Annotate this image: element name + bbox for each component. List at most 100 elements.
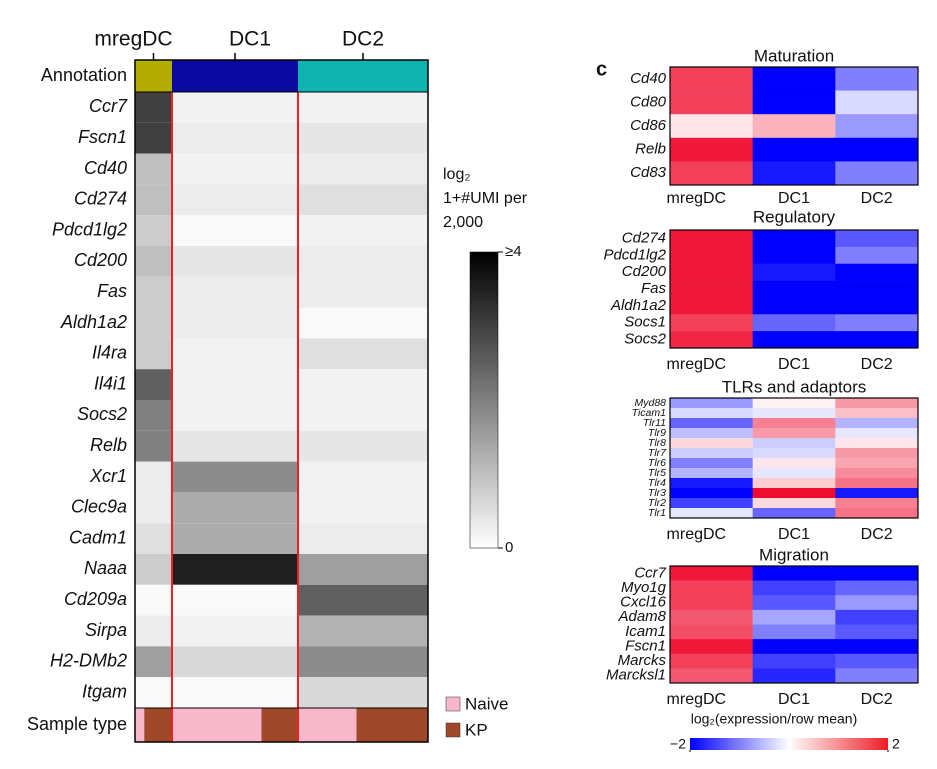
heatmap-cell [298, 523, 428, 554]
heatmap-cell [670, 624, 753, 640]
row-label: Tlr11 [643, 417, 666, 429]
sample-segment [144, 708, 172, 742]
row-label: Tlr5 [648, 467, 666, 479]
row-label: Tlr7 [648, 447, 667, 459]
heatmap-cell [752, 488, 836, 499]
row-label: Socs1 [624, 314, 666, 331]
heatmap-cell [835, 639, 919, 655]
panel-title: Migration [759, 545, 829, 564]
heatmap-cell [835, 438, 919, 449]
heatmap-cell [298, 430, 428, 462]
heatmap-cell [135, 492, 172, 524]
heatmap-cell [670, 314, 753, 332]
heatmap-cell [835, 263, 919, 281]
heatmap-cell [298, 369, 428, 400]
heatmap-cell [835, 398, 919, 409]
heatmap-cell [752, 67, 836, 91]
heatmap-cell [135, 338, 172, 370]
row-label: Clec9a [71, 497, 127, 517]
row-label: Relb [90, 435, 127, 455]
colorbar-label: 1+#UMI per [443, 190, 528, 207]
colorbar [469, 251, 499, 549]
heatmap-cell [752, 668, 836, 684]
row-label: Myd88 [634, 397, 666, 409]
heatmap-cell [172, 554, 298, 585]
panel-frame [669, 565, 919, 684]
heatmap-cell [752, 161, 836, 186]
heatmap-cell [135, 276, 172, 308]
panel-title: Maturation [754, 46, 834, 65]
heatmap-cell [752, 280, 836, 298]
heatmap-cell [835, 458, 919, 469]
row-label: Ticam1 [632, 407, 666, 419]
heatmap-cell [298, 307, 428, 339]
heatmap-cell [135, 92, 172, 123]
heatmap-cell [670, 428, 753, 439]
row-label: Cd40 [630, 70, 667, 87]
heatmap-cell [670, 408, 753, 419]
row-label: Ccr7 [634, 564, 666, 581]
heatmap-cell [670, 488, 753, 499]
heatmap-cell [835, 67, 919, 91]
heatmap-cell [670, 609, 753, 625]
heatmap-cell [835, 314, 919, 332]
row-label: Tlr2 [648, 497, 666, 509]
column-label: DC1 [778, 526, 810, 543]
sample-segment [298, 708, 357, 742]
heatmap-cell [752, 478, 836, 489]
row-label: Il4ra [92, 343, 127, 363]
heatmap-cell [752, 90, 836, 115]
row-label: Socs2 [624, 331, 666, 348]
heatmap-cell [835, 468, 919, 479]
heatmap-cell [835, 230, 919, 248]
row-label: Tlr9 [648, 427, 666, 439]
heatmap-cell [752, 595, 836, 611]
heatmap-cell [172, 246, 298, 277]
sample-segment [356, 708, 428, 742]
row-label: Cd209a [64, 589, 127, 609]
heatmap-cell [670, 246, 753, 265]
heatmap-cell [172, 584, 298, 616]
heatmap-cell [752, 624, 836, 640]
heatmap-cell [298, 461, 428, 493]
column-label: DC2 [861, 356, 893, 373]
heatmap-cell [298, 677, 428, 708]
heatmap-cell [135, 153, 172, 185]
row-label: Ccr7 [89, 96, 128, 116]
heatmap-cell [172, 215, 298, 246]
heatmap-cell [670, 114, 753, 139]
heatmap-cell [298, 215, 428, 246]
sample-header: Sample type [27, 714, 127, 734]
heatmap-cell [835, 137, 919, 162]
heatmap-cell [752, 438, 836, 449]
column-label: DC2 [861, 190, 893, 207]
row-label: Cd80 [630, 93, 667, 110]
panel-title: TLRs and adaptors [722, 377, 867, 396]
heatmap-cell [135, 369, 172, 400]
row-label: Adam8 [617, 608, 666, 625]
heatmap-cell [752, 331, 836, 349]
heatmap-cell [835, 488, 919, 499]
heatmap-cell [752, 498, 836, 509]
row-label: Pdcd1lg2 [603, 246, 666, 263]
heatmap-cell [752, 448, 836, 459]
heatmap-cell [670, 438, 753, 449]
heatmap-cell [670, 458, 753, 469]
heatmap-cell [670, 448, 753, 459]
panel-letter: c [596, 58, 607, 80]
heatmap-cell [835, 580, 919, 596]
heatmap-cell [670, 331, 753, 349]
heatmap-cell [752, 508, 836, 519]
heatmap-cell [835, 498, 919, 509]
heatmap-cell [670, 653, 753, 669]
heatmap-cell [172, 615, 298, 647]
row-label: Tlr6 [648, 457, 666, 469]
heatmap-cell [835, 246, 919, 265]
heatmap-cell [835, 448, 919, 459]
row-label: Itgam [82, 681, 127, 701]
heatmap-cell [670, 67, 753, 91]
column-label: mregDC [667, 190, 727, 207]
row-label: Xcr1 [89, 466, 127, 486]
colorbar-label: log₂ [443, 166, 471, 183]
colorbar [690, 738, 888, 750]
